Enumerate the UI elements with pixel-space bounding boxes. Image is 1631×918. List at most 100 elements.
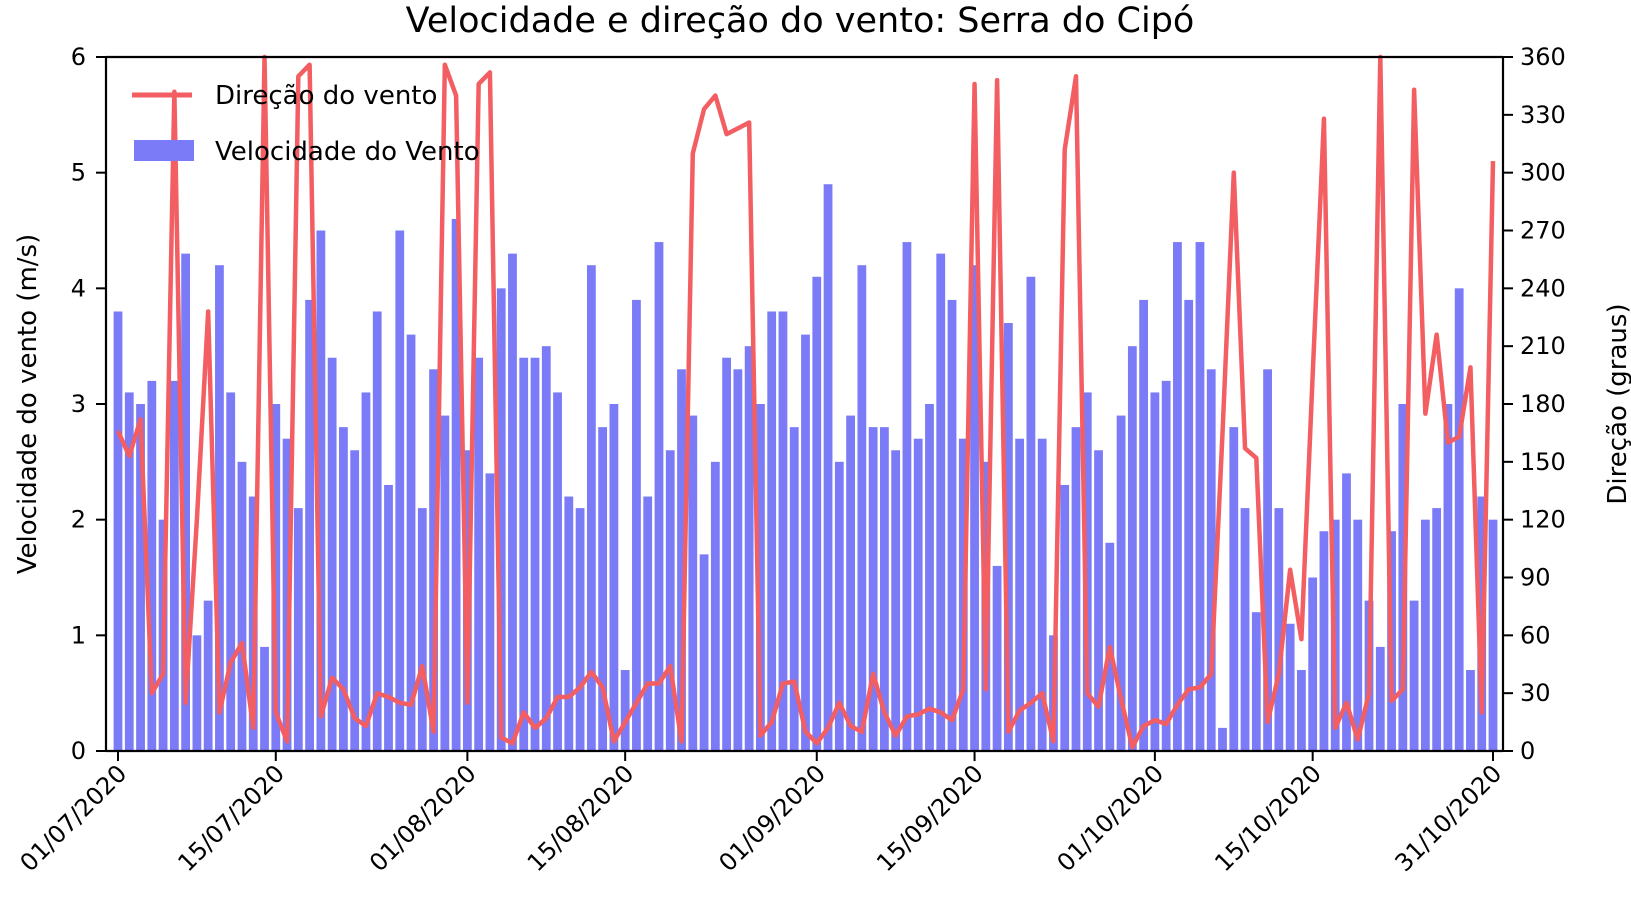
speed-bar bbox=[474, 357, 484, 751]
speed-bar bbox=[519, 357, 529, 751]
left-tick-label: 3 bbox=[71, 390, 86, 418]
speed-bar bbox=[293, 508, 303, 751]
legend: Direção do vento Velocidade do Vento bbox=[132, 81, 480, 167]
speed-bar bbox=[834, 461, 844, 751]
right-tick-label: 120 bbox=[1520, 506, 1566, 534]
speed-bar bbox=[1037, 438, 1047, 751]
left-tick-label: 5 bbox=[71, 159, 86, 187]
speed-bar bbox=[710, 461, 720, 751]
legend-bar-swatch bbox=[134, 140, 194, 161]
speed-bar bbox=[1443, 404, 1453, 751]
speed-bar bbox=[575, 508, 585, 751]
speed-bar bbox=[756, 404, 765, 751]
x-tick-label: 31/10/2020 bbox=[1390, 759, 1508, 877]
speed-bar bbox=[508, 253, 517, 751]
left-tick-label: 1 bbox=[71, 621, 86, 649]
speed-bar bbox=[880, 427, 889, 751]
speed-bar bbox=[203, 600, 213, 751]
speed-bar bbox=[1454, 288, 1464, 751]
speed-bar bbox=[530, 357, 540, 751]
left-tick-label: 6 bbox=[71, 43, 86, 71]
speed-bar bbox=[1094, 450, 1103, 751]
speed-bar bbox=[496, 288, 506, 751]
right-tick-label: 150 bbox=[1520, 448, 1566, 476]
speed-bar bbox=[406, 334, 416, 751]
speed-bar bbox=[620, 670, 630, 751]
right-tick-label: 30 bbox=[1520, 679, 1551, 707]
speed-bar bbox=[553, 392, 562, 751]
legend-label-direction: Direção do vento bbox=[215, 81, 437, 111]
speed-bar bbox=[395, 230, 405, 751]
speed-bar bbox=[226, 392, 236, 751]
speed-bar bbox=[564, 496, 574, 751]
speed-bar bbox=[181, 253, 191, 751]
speed-bar bbox=[1206, 369, 1216, 751]
speed-bar bbox=[429, 369, 438, 751]
right-axis-title: Direção (graus) bbox=[1603, 303, 1631, 504]
speed-bar bbox=[1274, 508, 1284, 751]
speed-bar bbox=[1184, 299, 1194, 751]
speed-bar bbox=[361, 392, 371, 751]
speed-bar bbox=[643, 496, 653, 751]
right-tick-label: 330 bbox=[1520, 101, 1566, 129]
speed-bar bbox=[586, 265, 596, 751]
speed-bar bbox=[417, 508, 427, 751]
left-y-ticks: 0 1 2 3 4 5 6 bbox=[71, 43, 106, 765]
speed-bar bbox=[699, 554, 709, 751]
speed-bar bbox=[722, 357, 731, 751]
speed-bar bbox=[1420, 519, 1430, 751]
speed-bar bbox=[384, 484, 393, 751]
speed-bar bbox=[1150, 392, 1160, 751]
speed-bar bbox=[541, 346, 551, 751]
speed-bar bbox=[1263, 369, 1272, 751]
speed-bar bbox=[1060, 484, 1070, 751]
x-tick-label: 15/10/2020 bbox=[1209, 759, 1327, 877]
speed-bar bbox=[1319, 531, 1329, 751]
speed-bar bbox=[1251, 612, 1261, 751]
speed-bar bbox=[913, 438, 923, 751]
direction-line bbox=[115, 54, 1496, 750]
speed-bar bbox=[124, 392, 134, 751]
x-tick-label: 15/08/2020 bbox=[522, 759, 640, 877]
speed-bar bbox=[767, 311, 777, 751]
speed-bar bbox=[1353, 519, 1363, 751]
speed-bar bbox=[846, 415, 855, 751]
speed-bar bbox=[902, 242, 912, 751]
x-tick-label: 01/08/2020 bbox=[364, 759, 482, 877]
speed-bar bbox=[1466, 670, 1475, 751]
speed-bar bbox=[936, 253, 946, 751]
speed-bar bbox=[1375, 646, 1385, 751]
direction-line-layer bbox=[115, 54, 1496, 750]
left-tick-label: 2 bbox=[71, 506, 86, 534]
speed-bar bbox=[1195, 242, 1205, 751]
speed-bar bbox=[136, 404, 145, 751]
speed-bar bbox=[1488, 519, 1498, 751]
speed-bar bbox=[868, 427, 878, 751]
speed-bar bbox=[237, 461, 247, 751]
speed-bar bbox=[1071, 427, 1081, 751]
speed-bar bbox=[1297, 670, 1306, 751]
speed-bar bbox=[789, 427, 799, 751]
speed-bar bbox=[823, 184, 833, 752]
speed-bar bbox=[598, 427, 608, 751]
x-ticks: 01/07/2020 15/07/2020 01/08/2020 15/08/2020… bbox=[15, 751, 1508, 877]
right-tick-label: 180 bbox=[1520, 390, 1566, 418]
speed-bar bbox=[801, 334, 810, 751]
speed-bar bbox=[350, 450, 360, 751]
speed-bar bbox=[485, 473, 495, 751]
right-tick-label: 240 bbox=[1520, 274, 1566, 302]
speed-bar bbox=[1139, 299, 1149, 751]
speed-bar bbox=[947, 299, 957, 751]
right-tick-label: 60 bbox=[1520, 621, 1551, 649]
speed-bar bbox=[1342, 473, 1351, 751]
right-tick-label: 90 bbox=[1520, 564, 1551, 592]
speed-bar bbox=[1285, 623, 1295, 751]
speed-bar bbox=[339, 427, 348, 751]
speed-bar bbox=[744, 346, 754, 751]
speed-bar bbox=[1240, 508, 1250, 751]
speed-bar bbox=[1409, 600, 1419, 751]
chart-title: Velocidade e direção do vento: Serra do … bbox=[406, 1, 1195, 41]
left-axis-title: Velocidade do vento (m/s) bbox=[13, 234, 43, 574]
speed-bar bbox=[1229, 427, 1239, 751]
